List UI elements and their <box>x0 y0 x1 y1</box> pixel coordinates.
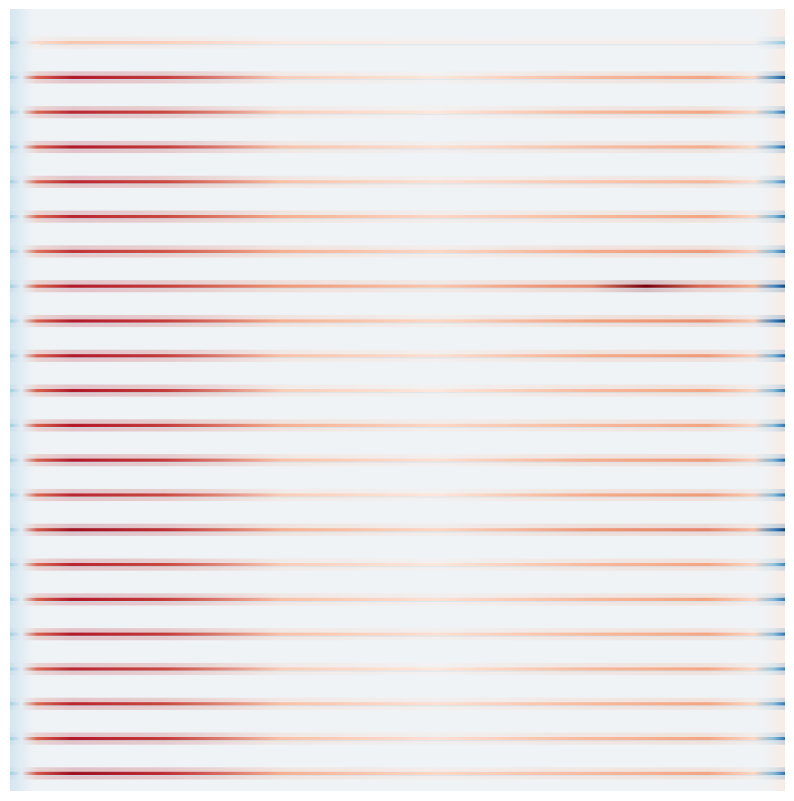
heatmap-band-13 <box>10 458 785 462</box>
heatmap-band-2 <box>10 75 785 79</box>
heatmap-band-underline-22 <box>40 775 785 776</box>
heatmap-band-5 <box>10 180 785 184</box>
heatmap-band-21 <box>10 737 785 741</box>
heatmap-band-6 <box>10 215 785 219</box>
heatmap-canvas <box>10 9 785 791</box>
heatmap-band-1 <box>10 41 785 45</box>
heatmap-band-9 <box>10 319 785 323</box>
heatmap-band-underline-12 <box>40 427 785 428</box>
heatmap-band-11 <box>10 389 785 393</box>
heatmap-band-22 <box>10 771 785 775</box>
heatmap-band-underline-17 <box>40 601 785 602</box>
heatmap-band-14 <box>10 493 785 497</box>
heatmap-band-10 <box>10 354 785 358</box>
heatmap-band-4 <box>10 145 785 149</box>
heatmap-band-18 <box>10 632 785 636</box>
heatmap-band-underline-3 <box>40 113 785 115</box>
heatmap-band-underline-14 <box>40 496 785 498</box>
heatmap-band-20 <box>10 702 785 706</box>
heatmap-band-underline-20 <box>40 705 785 707</box>
heatmap-band-19 <box>10 667 785 671</box>
heatmap-edge-shading <box>10 9 785 791</box>
heatmap-band-underline-4 <box>40 148 785 150</box>
heatmap-band-15 <box>10 528 785 532</box>
heatmap-band-underline-10 <box>40 357 785 359</box>
heatmap-band-3 <box>10 110 785 114</box>
heatmap-band-7 <box>10 249 785 253</box>
heatmap-band-17 <box>10 597 785 601</box>
heatmap-band-8 <box>10 284 785 288</box>
heatmap-band-underline-11 <box>40 392 785 394</box>
heatmap-band-underline-9 <box>40 322 785 324</box>
heatmap-band-underline-1 <box>40 44 785 46</box>
heatmap-band-underline-7 <box>40 253 785 254</box>
heatmap-band-12 <box>10 423 785 427</box>
heatmap-band-underline-21 <box>40 740 785 742</box>
heatmap-plot <box>10 9 785 791</box>
heatmap-band-underline-18 <box>40 635 785 637</box>
heatmap-band-underline-19 <box>40 670 785 672</box>
heatmap-band-underline-5 <box>40 183 785 185</box>
heatmap-band-16 <box>10 563 785 567</box>
heatmap-band-underline-8 <box>40 287 785 289</box>
heatmap-band-underline-13 <box>40 461 785 463</box>
heatmap-band-underline-6 <box>40 218 785 220</box>
heatmap-band-underline-15 <box>40 531 785 533</box>
heatmap-band-underline-16 <box>40 566 785 568</box>
heatmap-band-underline-2 <box>40 79 785 80</box>
